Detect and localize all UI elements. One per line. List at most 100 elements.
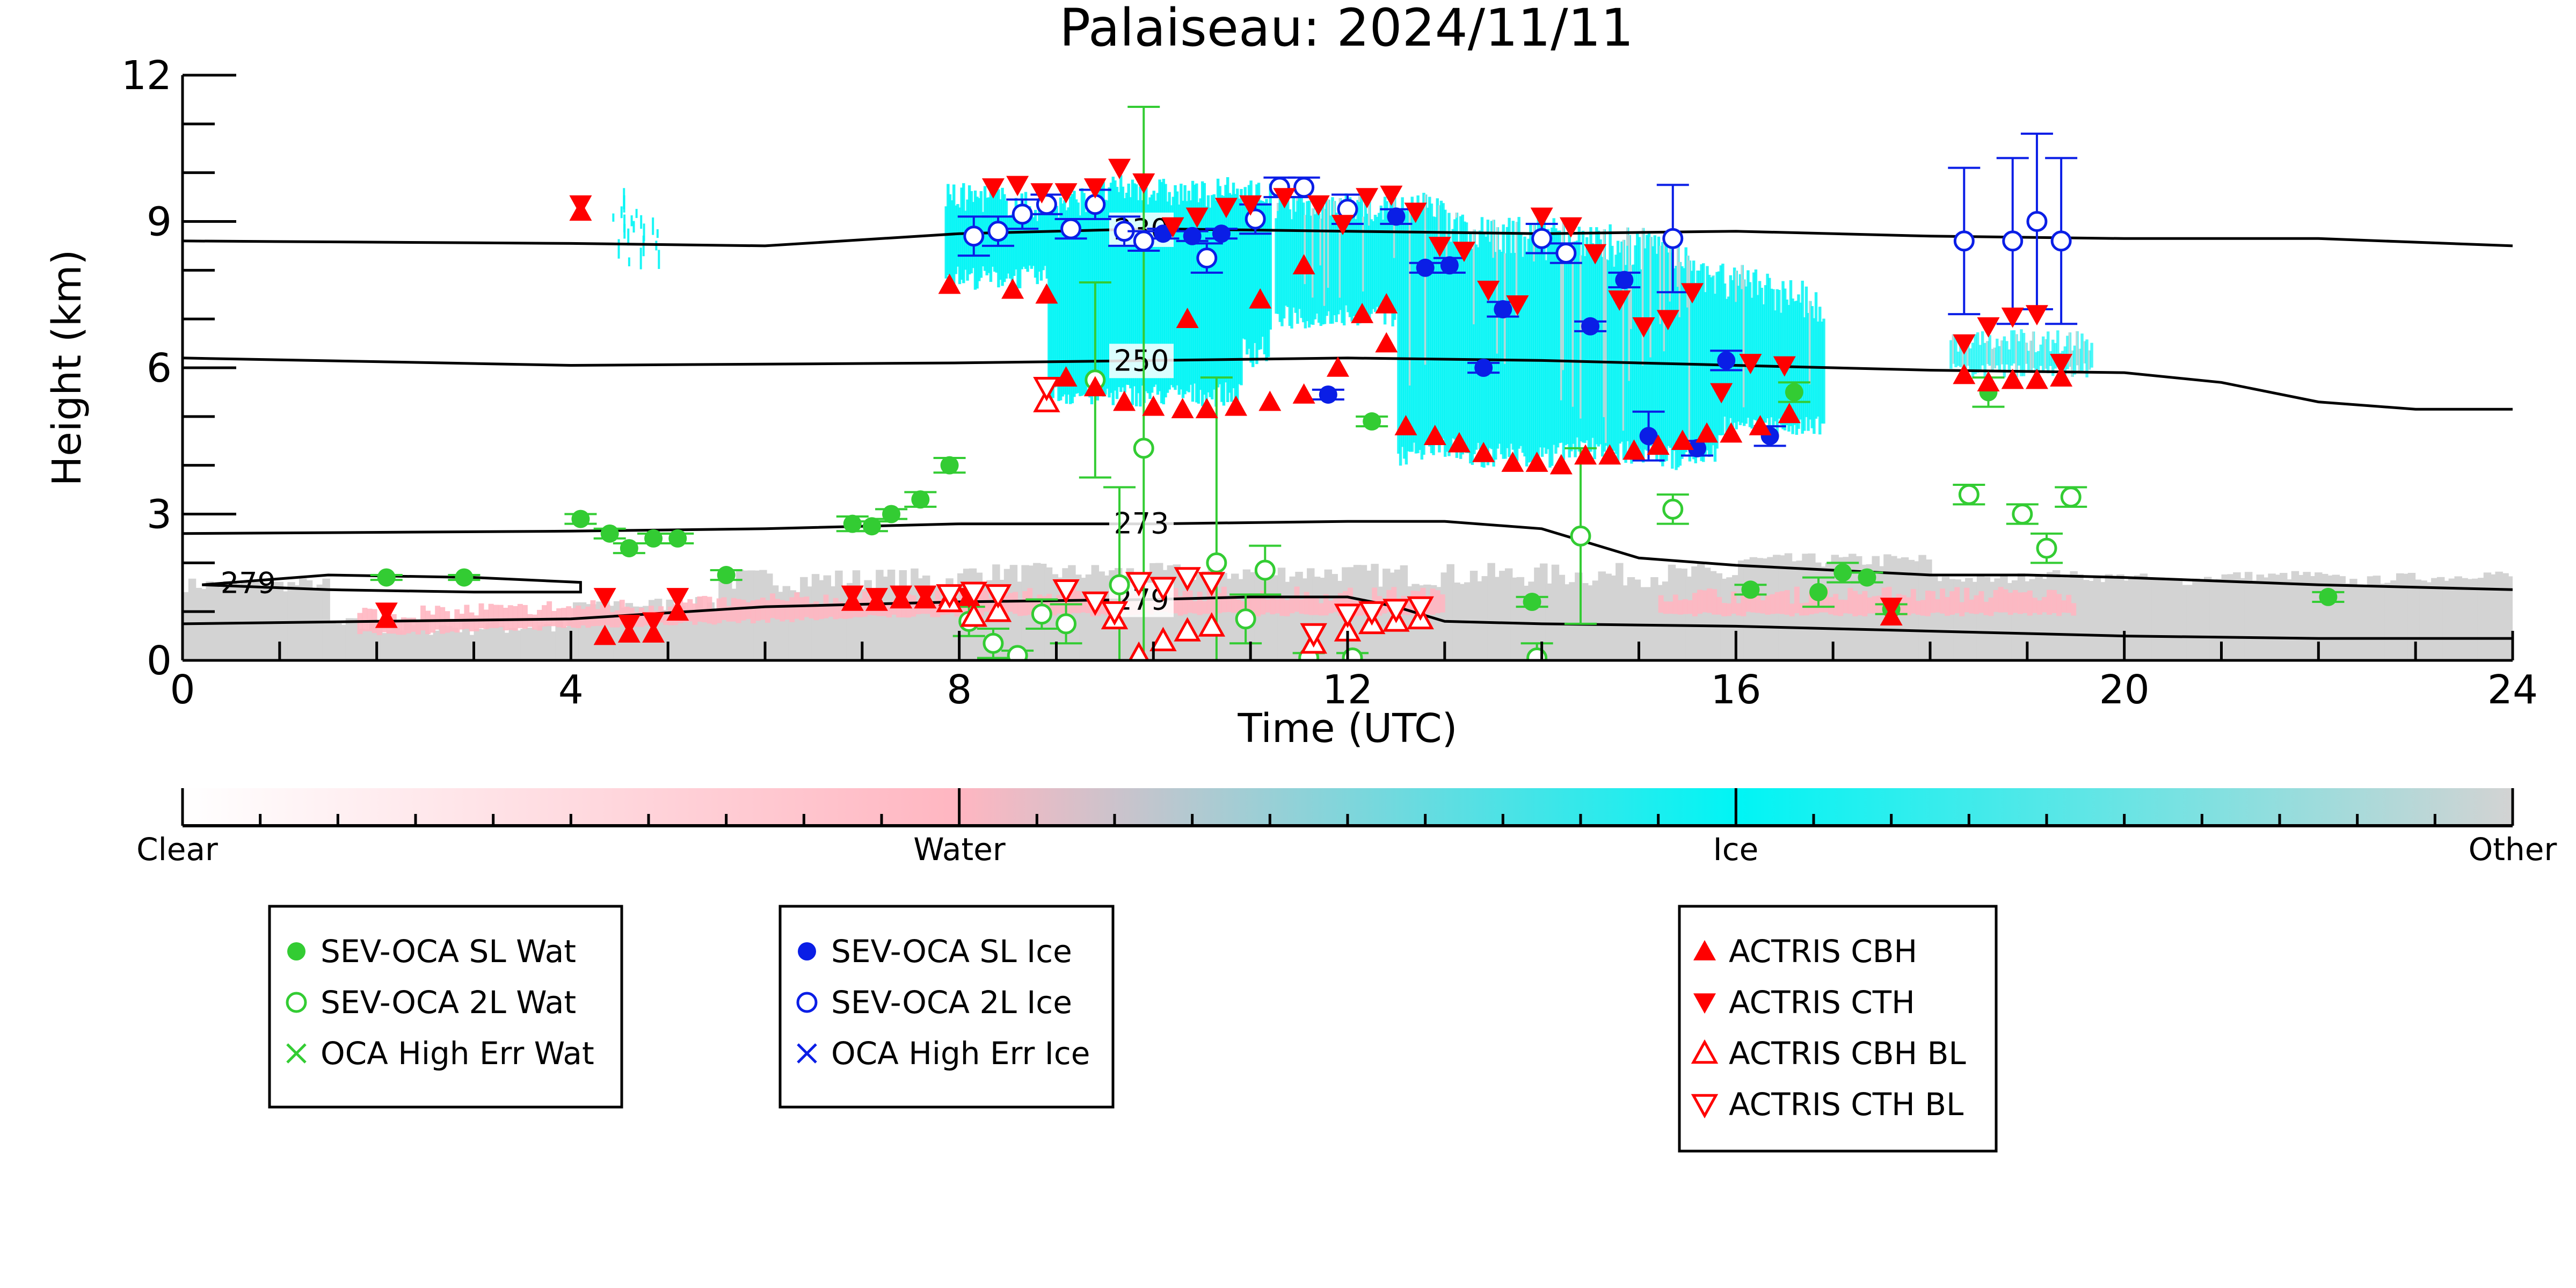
cloud-column <box>1867 597 1873 614</box>
cloud-column <box>1226 177 1229 402</box>
actris-cth-point <box>1584 244 1607 265</box>
cloud-column <box>1920 600 1926 616</box>
cloud-column <box>1833 594 1839 616</box>
actris-cbh-point <box>1671 430 1694 450</box>
cloud-column <box>1678 261 1681 317</box>
x-tick-label: 20 <box>2099 667 2150 713</box>
cloud-column <box>1438 205 1441 453</box>
cloud-column <box>542 605 548 627</box>
cloud-column <box>630 215 633 227</box>
cloud-column <box>1010 214 1014 289</box>
cloud-column <box>1857 594 1863 616</box>
cloud-column <box>1372 221 1375 309</box>
actris-cth-point <box>1977 317 2000 338</box>
cloud-column <box>367 608 373 631</box>
cloud-column <box>638 608 644 627</box>
legend-ice-box <box>778 905 1115 1109</box>
cloud-column <box>1180 184 1183 390</box>
cloud-column <box>1231 595 1236 613</box>
actris-cbh-point <box>1375 293 1398 314</box>
cloud-column <box>1628 235 1631 381</box>
cloud-column <box>2032 331 2034 368</box>
legend-marker-actris-cbh <box>1693 940 1716 960</box>
legend-marker-sev-oca-2l-wat <box>286 992 307 1013</box>
cloud-column <box>1490 221 1494 449</box>
cloud-column <box>623 195 625 213</box>
actris-cth-point <box>1108 158 1131 179</box>
cloud-column <box>1105 200 1109 389</box>
cloud-column <box>1250 597 1256 615</box>
cloud-column <box>1313 214 1317 319</box>
cloud-column <box>1813 318 1816 434</box>
sev-oca-sl-ice-point <box>1494 300 1512 318</box>
cloud-column <box>1028 206 1031 266</box>
cloud-column <box>1978 591 1984 613</box>
cloud-column <box>1263 202 1267 354</box>
cloud-column <box>711 610 717 625</box>
cloud-column <box>1463 221 1466 451</box>
cloud-column <box>1090 205 1094 404</box>
cloud-column <box>1713 294 1717 462</box>
cloud-column <box>537 625 546 660</box>
cloud-column <box>1935 599 1940 613</box>
cloud-column <box>1224 185 1227 383</box>
cloud-column <box>1698 271 1701 449</box>
cloud-column <box>2039 344 2042 366</box>
actris-cth-point <box>1006 176 1029 197</box>
cloud-column <box>1971 343 1975 377</box>
cloud-column <box>1199 198 1202 390</box>
cloud-column <box>639 248 642 270</box>
cloud-column <box>1319 219 1322 266</box>
actris-cth-point <box>1030 183 1053 203</box>
cloud-column <box>1486 220 1490 465</box>
sev-oca-sl-wat-point <box>862 517 881 536</box>
cloud-column <box>1014 198 1018 270</box>
cloud-column <box>2017 341 2021 366</box>
cloud-column <box>2036 600 2042 615</box>
cloud-column <box>1621 585 1629 660</box>
cloud-column <box>1793 301 1796 425</box>
contour-label-273: 273 <box>1114 507 1169 541</box>
cloud-column <box>1476 247 1480 443</box>
actris-cth-bl-point <box>984 584 1012 609</box>
legend-marker-actris-cth-bl <box>1691 1094 1719 1119</box>
cloud-column <box>1508 217 1511 457</box>
actris-cth-point <box>1656 310 1679 331</box>
cloud-column <box>1209 207 1212 397</box>
cloud-column <box>1076 202 1080 394</box>
actris-cth-point <box>1307 195 1330 216</box>
cloud-column <box>1471 249 1474 465</box>
actris-cbh-point <box>1292 254 1315 275</box>
cloud-column <box>2003 589 2009 613</box>
actris-cth-point <box>1530 207 1553 228</box>
cloud-column <box>1459 216 1462 459</box>
cloud-column <box>376 622 382 636</box>
contour-label-279: 279 <box>221 566 276 600</box>
cloud-column <box>1218 186 1221 384</box>
cloud-column <box>1016 213 1020 289</box>
cloud-column <box>2157 577 2165 660</box>
cloud-column <box>1570 256 1573 452</box>
cloud-column <box>1770 594 1775 614</box>
cloud-column <box>1337 215 1340 315</box>
cloud-column <box>1580 255 1582 419</box>
cloud-column <box>1439 200 1443 438</box>
x-tick-label: 4 <box>558 667 584 713</box>
cloud-column <box>2145 578 2153 660</box>
cloud-column <box>1344 193 1348 305</box>
sev-oca-sl-wat-point <box>1785 383 1803 402</box>
sev-oca-sl-wat-point <box>668 529 687 548</box>
cloud-column <box>1214 200 1218 407</box>
cloud-column <box>702 595 708 623</box>
cloud-column <box>1852 591 1858 617</box>
cloud-column <box>1410 197 1414 452</box>
actris-cth-bl-point <box>1174 567 1201 592</box>
actris-cth-point <box>1608 290 1631 311</box>
cloud-column <box>1603 229 1605 417</box>
cloud-column <box>2020 329 2023 376</box>
y-axis-label: Height (km) <box>44 250 90 486</box>
cloud-column <box>1537 219 1540 459</box>
cloud-column <box>1251 198 1255 367</box>
contour-label-bg <box>1109 344 1174 379</box>
